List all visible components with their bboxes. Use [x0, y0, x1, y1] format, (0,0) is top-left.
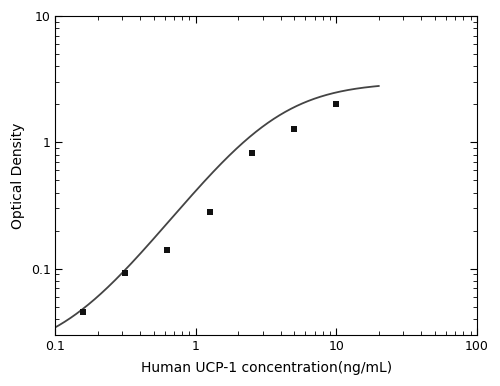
Point [332, 101, 340, 107]
X-axis label: Human UCP-1 concentration(ng/mL): Human UCP-1 concentration(ng/mL) [140, 361, 392, 375]
Point [163, 247, 171, 253]
Y-axis label: Optical Density: Optical Density [11, 122, 25, 229]
Point [206, 209, 214, 215]
Point [290, 126, 298, 132]
Point [121, 270, 129, 276]
Point [248, 150, 256, 156]
Point [78, 309, 86, 315]
